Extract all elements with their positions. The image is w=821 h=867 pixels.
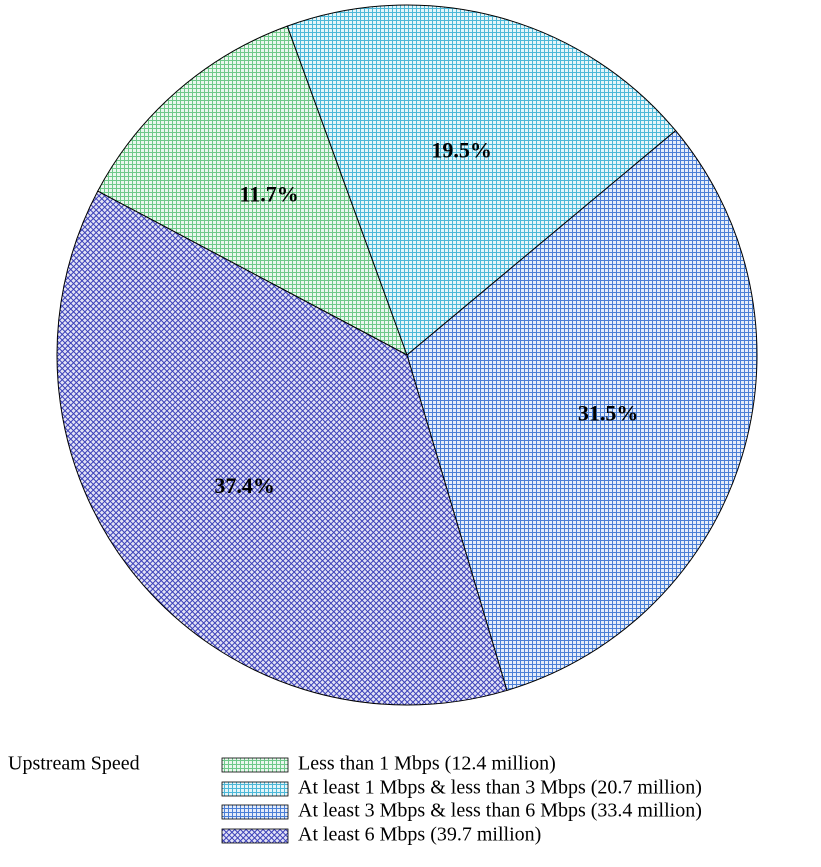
legend: Less than 1 Mbps (12.4 million)At least … — [221, 753, 702, 846]
data-label: 19.5% — [431, 137, 492, 162]
legend-swatch — [221, 828, 289, 844]
data-label: 31.5% — [578, 401, 639, 426]
legend-label: At least 1 Mbps & less than 3 Mbps (20.7… — [298, 777, 702, 799]
data-labels: 11.7% 19.5% 31.5% 37.4% — [214, 137, 638, 498]
legend-swatch — [221, 804, 289, 820]
data-label: 37.4% — [214, 473, 275, 498]
legend-label: At least 6 Mbps (39.7 million) — [298, 824, 541, 846]
pie-slice — [56, 190, 508, 706]
data-label: 11.7% — [239, 182, 298, 207]
pie — [56, 4, 758, 706]
pie-slice — [286, 4, 677, 356]
legend-label: Less than 1 Mbps (12.4 million) — [298, 753, 556, 775]
legend-swatch — [221, 781, 289, 797]
legend-swatch — [221, 757, 289, 773]
legend-label: At least 3 Mbps & less than 6 Mbps (33.4… — [298, 800, 702, 822]
pie-slice — [97, 25, 408, 357]
legend-title: Upstream Speed — [8, 753, 140, 775]
pie-slice — [406, 129, 758, 692]
